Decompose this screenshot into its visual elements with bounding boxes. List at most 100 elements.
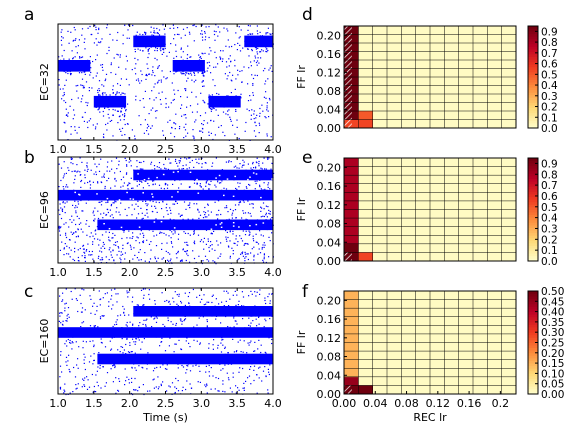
x-tick-label: 3.5	[228, 397, 246, 410]
x-tick-label: 2.5	[157, 397, 175, 410]
x-tick-label: 4.0	[264, 266, 282, 279]
hatched-cell	[344, 385, 352, 394]
heatmap-cell	[344, 158, 359, 167]
panel-letter: e	[302, 148, 312, 168]
spike-block-4	[208, 95, 241, 108]
grid-lines	[344, 158, 516, 261]
heatmap-cell	[344, 333, 359, 343]
axes-frame	[343, 25, 517, 129]
y-axis-label: EC=160	[38, 319, 51, 364]
x-axis-label: REC lr	[413, 411, 447, 424]
x-tick-label: 0.08	[394, 397, 419, 410]
colorbar-tick-label: 0.2	[541, 102, 558, 114]
spike-block-2	[133, 306, 274, 317]
heatmap-cell	[344, 243, 359, 253]
hatched-cell	[344, 60, 352, 69]
colorbar-tick-label: 0.0	[541, 123, 558, 135]
x-tick-label: 4.0	[264, 143, 282, 156]
y-tick-label: 0.00	[317, 122, 342, 135]
x-tick-label: 1.5	[85, 143, 103, 156]
heatmap-cell	[344, 368, 359, 378]
colorbar-tick-label: 0.25	[541, 338, 564, 350]
spike-block-1	[97, 219, 274, 231]
colorbar-tick-label: 0.6	[541, 191, 558, 203]
x-ticks: 1.0 1.5 2.0 2.5 3.0 3.5 4.0	[49, 157, 282, 279]
spike-block-1	[93, 95, 127, 108]
y-tick-label: 0.20	[317, 29, 342, 42]
y-tick-label: 0.16	[317, 313, 342, 326]
spike-block-0	[58, 189, 273, 201]
panel-letter: d	[302, 5, 313, 25]
heatmap-cell	[344, 316, 359, 326]
colorbar-tick-label: 0.8	[541, 169, 558, 181]
colorbar-tick-label: 0.10	[541, 368, 564, 380]
y-tick-label: 0.04	[317, 369, 342, 382]
y-axis-label: EC=32	[38, 63, 51, 101]
colorbar-tick-label: 0.5	[541, 69, 558, 81]
hatched-cell	[344, 94, 352, 103]
x-tick-label: 2.0	[121, 397, 139, 410]
heatmap-cell	[344, 342, 359, 352]
hatched-cell	[344, 77, 352, 86]
colorbar-tick-label: 0.35	[541, 317, 564, 329]
y-tick-label: 0.20	[317, 161, 342, 174]
y-tick-label: 0.04	[317, 236, 342, 249]
y-axis-label: FF lr	[295, 197, 308, 221]
y-ticks: 0.00 0.04 0.08 0.12 0.16 0.20	[317, 161, 347, 268]
spike-block-2	[133, 169, 274, 181]
y-tick-label: 0.08	[317, 218, 342, 231]
heatmap-cell	[344, 325, 359, 335]
x-tick-label: 0.00	[332, 397, 357, 410]
colorbar-tick-label: 0.5	[541, 202, 558, 214]
colorbar-tick-label: 0.15	[541, 358, 564, 370]
colorbar-tick-label: 0.1	[541, 112, 558, 124]
axes-frame	[343, 290, 517, 395]
y-ticks: 0.00 0.04 0.08 0.12 0.16 0.20	[317, 29, 347, 135]
hatched-cell	[344, 43, 352, 52]
x-tick-label: 2.0	[121, 266, 139, 279]
heatmap-cell	[344, 226, 359, 236]
heatmap-cell	[344, 192, 359, 202]
x-tick-label: 0.16	[457, 397, 482, 410]
colorbar-tick-label: 0.30	[541, 327, 564, 339]
hatched-cell	[344, 26, 352, 35]
x-tick-label: 1.5	[85, 397, 103, 410]
colorbar-tick-label: 0.4	[541, 80, 558, 92]
colorbar: 0.00.10.20.30.40.50.60.70.80.9	[527, 157, 558, 268]
colorbar-tick-label: 0.7	[541, 180, 558, 192]
panel-letter: c	[24, 282, 33, 302]
hatched-cell	[344, 85, 352, 94]
x-tick-label: 0.2	[492, 397, 510, 410]
colorbar-tick-label: 0.8	[541, 37, 558, 49]
x-tick-label: 1.0	[49, 266, 67, 279]
x-ticks: 1.0 1.5 2.0 2.5 3.0 3.5 4.0	[49, 24, 282, 156]
y-tick-label: 0.08	[317, 351, 342, 364]
colorbar-tick-label: 0.00	[541, 389, 564, 401]
heatmap-cell	[344, 376, 359, 386]
heatmap-cell	[344, 200, 359, 210]
heatmap-cell	[358, 111, 373, 120]
y-tick-label: 0.12	[317, 199, 342, 212]
hatched-cell	[344, 102, 352, 111]
x-tick-label: 3.0	[193, 266, 211, 279]
colorbar-tick-label: 0.3	[541, 223, 558, 235]
raster-panel-b: b 1.0 1.5 2.0 2.5 3.0 3.5 4.0 EC=96	[24, 148, 282, 279]
grid-lines	[344, 26, 516, 128]
heatmap-cell	[344, 308, 359, 318]
y-axis-label: FF lr	[295, 65, 308, 89]
x-tick-label: 4.0	[264, 397, 282, 410]
spike-block-1	[97, 353, 274, 365]
y-tick-label: 0.00	[317, 388, 342, 401]
colorbar-tick-label: 0.1	[541, 245, 558, 257]
x-tick-label: 3.5	[228, 266, 246, 279]
spike-block-3	[172, 60, 205, 72]
x-tick-label: 1.5	[85, 266, 103, 279]
hatched-cell	[344, 68, 352, 77]
y-axis-label: FF lr	[295, 330, 308, 354]
spike-block-0	[58, 327, 273, 338]
y-tick-label: 0.00	[317, 255, 342, 268]
colorbar-tick-label: 0.45	[541, 296, 564, 308]
heatmap-cell	[358, 119, 373, 129]
